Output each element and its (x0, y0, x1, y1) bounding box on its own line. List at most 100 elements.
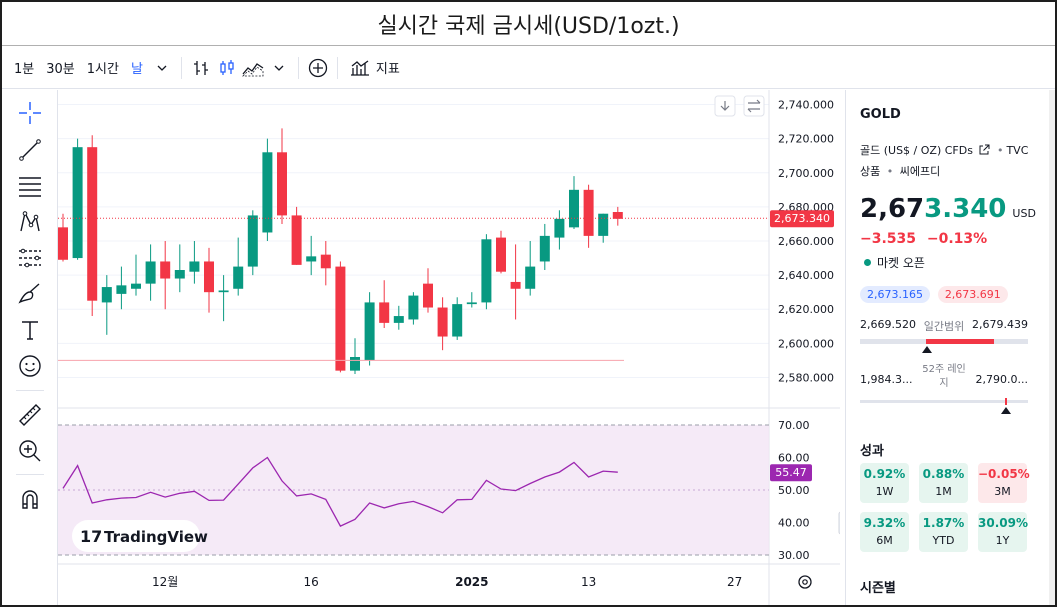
price-tick-label: 2,620.000 (778, 303, 834, 316)
pattern-icon[interactable] (16, 208, 44, 236)
panel-scrollbar[interactable] (1049, 90, 1055, 605)
price-main: 2,67 (860, 194, 925, 224)
area-chart-type-icon[interactable] (240, 54, 266, 82)
candle-body (583, 189, 594, 236)
week52-range-row: 1,984.3... 52주 레인지 2,790.0... (860, 364, 1028, 391)
bid-price: 2,673.165 (860, 286, 930, 303)
exchange-name[interactable]: TVC (1006, 143, 1029, 157)
market-open-dot-icon (864, 259, 871, 266)
candle (393, 305, 404, 330)
candle-body (525, 266, 536, 289)
week52-range-fill (1005, 398, 1007, 405)
performance-ytd[interactable]: 1.87% YTD (919, 512, 968, 552)
week52-range-bar (860, 398, 1028, 405)
candle (262, 138, 273, 241)
emoji-icon[interactable] (16, 352, 44, 380)
performance-3m[interactable]: −0.05% 3M (978, 463, 1030, 503)
day-range-bar (860, 339, 1028, 344)
symbol-description-row: 골드 (US$ / OZ) CFDs • TVC (860, 143, 1029, 158)
chart-area[interactable]: 2,740.000 2,720.000 2,700.000 2,680.000 2,66… (58, 90, 846, 605)
candle (174, 244, 185, 293)
candle (247, 210, 258, 276)
compare-plus-icon[interactable] (305, 54, 331, 82)
tool-divider (16, 390, 44, 391)
performance-title: 성과 (860, 444, 884, 459)
candle (131, 254, 141, 296)
candle (204, 247, 214, 313)
candle-body (101, 287, 112, 303)
indicators-button[interactable]: 지표 (344, 54, 406, 82)
price-chart[interactable]: 2,740.0002,720.0002,700.0002,680.0002,66… (58, 90, 846, 605)
price-gridlines (58, 104, 769, 378)
candle-body (379, 302, 390, 323)
candle-body (569, 189, 579, 228)
download-icon[interactable] (714, 95, 736, 117)
chart-settings-gear-icon[interactable] (798, 575, 812, 589)
fib-retracement-icon[interactable] (16, 172, 44, 200)
price-tick-label: 2,580.000 (778, 371, 834, 384)
price-display: 2,67 3.340 USD (860, 194, 1036, 224)
trend-line-icon[interactable] (16, 136, 44, 164)
performance-1y[interactable]: 30.09% 1Y (978, 512, 1028, 552)
symbol-source: 씨에프디 (899, 165, 941, 178)
candle-body (131, 283, 141, 289)
candle (145, 244, 156, 301)
candles-chart-type-icon[interactable] (214, 54, 240, 82)
seasonal-title: 시즌별 (860, 581, 896, 596)
performance-1w[interactable]: 0.92% 1W (860, 463, 909, 503)
market-status-label: 마켓 오픈 (877, 256, 925, 270)
candle (320, 241, 331, 286)
magnet-icon[interactable] (16, 485, 44, 513)
candle (481, 234, 492, 310)
rsi-value-badge: 55.47 (770, 464, 812, 482)
candle (335, 261, 346, 373)
candle (72, 138, 83, 260)
bar-chart-type-icon[interactable] (188, 54, 214, 82)
week52-high: 2,790.0... (975, 373, 1028, 386)
candle-body (233, 266, 244, 289)
tool-divider (16, 474, 44, 475)
candle (554, 210, 565, 250)
symbol-category: 상품 (860, 165, 881, 178)
zoom-in-icon[interactable] (16, 437, 44, 465)
tradingview-watermark[interactable]: 17 TradingView (72, 520, 208, 552)
interval-dropdown-chevron-icon[interactable] (149, 54, 175, 82)
ruler-icon[interactable] (16, 401, 44, 429)
market-status: 마켓 오픈 (864, 254, 925, 271)
candle-body (145, 261, 156, 284)
candle-body (364, 302, 375, 361)
candle (510, 244, 521, 320)
candle (496, 230, 506, 274)
candle (350, 338, 360, 375)
crosshair-icon[interactable] (16, 99, 44, 127)
candle (87, 135, 98, 317)
candle (189, 241, 200, 284)
current-price-label: 2,673.340 (774, 212, 830, 225)
rsi-tick-label: 40.00 (778, 517, 810, 530)
refresh-icon[interactable] (743, 95, 765, 117)
performance-6m[interactable]: 9.32% 6M (860, 512, 909, 552)
external-link-icon[interactable] (978, 144, 990, 156)
chart-type-dropdown-chevron-icon[interactable] (266, 54, 292, 82)
indicators-icon (350, 59, 369, 76)
rsi-tick-label: 60.00 (778, 452, 810, 465)
panel-collapse-handle[interactable] (838, 511, 846, 535)
interval-30m-button[interactable]: 30분 (46, 62, 75, 77)
interval-day-button[interactable]: 날 (130, 62, 143, 77)
time-tick-label: 2025 (455, 575, 488, 589)
drawing-toolbar (2, 90, 58, 605)
symbol-description: 골드 (US$ / OZ) CFDs (860, 144, 973, 157)
text-icon[interactable] (16, 316, 44, 344)
performance-1m[interactable]: 0.88% 1M (919, 463, 968, 503)
candle (218, 275, 229, 322)
symbol-category-row: 상품 • 씨에프디 (860, 165, 941, 178)
candle-body (58, 227, 68, 260)
interval-1h-button[interactable]: 1시간 (86, 62, 119, 77)
interval-1m-button[interactable]: 1분 (14, 62, 35, 77)
tradingview-logo-icon: 17 (80, 527, 102, 546)
candle (525, 241, 536, 296)
candle-body (291, 215, 302, 265)
week52-low: 1,984.3... (860, 373, 913, 386)
brush-icon[interactable] (16, 280, 44, 308)
forecast-icon[interactable] (16, 244, 44, 272)
